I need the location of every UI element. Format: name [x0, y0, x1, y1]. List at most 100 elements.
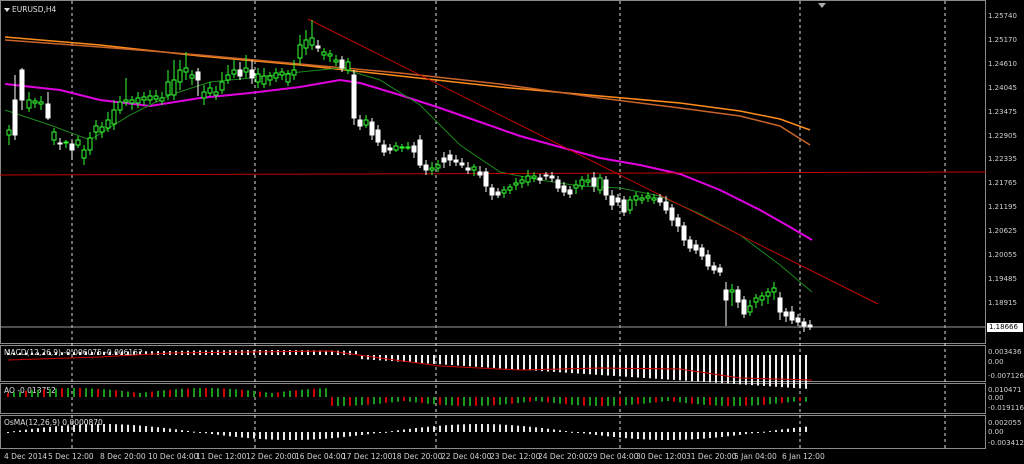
- osma-histogram-bar: [397, 430, 399, 432]
- ao-histogram-bar: [763, 397, 765, 405]
- macd-histogram-bar: [427, 355, 429, 364]
- ao-histogram-bar: [775, 397, 777, 404]
- macd-histogram-bar: [547, 355, 549, 372]
- ao-histogram-bar: [367, 397, 369, 405]
- ao-histogram-bar: [151, 391, 153, 397]
- macd-histogram-bar: [451, 355, 453, 366]
- candle-body: [32, 100, 38, 104]
- osma-histogram-bar: [625, 432, 627, 439]
- candle-body: [651, 197, 657, 201]
- ao-histogram-bar: [67, 388, 69, 397]
- ao-histogram-bar: [127, 391, 129, 397]
- ao-histogram-bar: [7, 393, 9, 397]
- macd-histogram-bar: [757, 355, 759, 386]
- osma-histogram-bar: [649, 432, 651, 440]
- ao-histogram-bar: [61, 388, 63, 397]
- candle-body: [441, 157, 447, 163]
- macd-histogram-bar: [253, 350, 255, 355]
- time-axis-label: 5 Dec 12:00: [48, 452, 94, 461]
- candle-body: [705, 254, 711, 267]
- osma-histogram-bar: [103, 424, 105, 432]
- osma-histogram-bar: [19, 430, 21, 432]
- ao-histogram-bar: [241, 389, 243, 397]
- osma-histogram-bar: [115, 424, 117, 432]
- time-axis-label: 16 Dec 04:00: [295, 452, 346, 461]
- bid-price-label: 1.18666: [987, 323, 1023, 332]
- osma-histogram-bar: [223, 432, 225, 436]
- time-axis[interactable]: 4 Dec 2014 5 Dec 12:00 8 Dec 20:00 10 Dec 0…: [0, 450, 986, 464]
- macd-scale-zero: 0.00: [988, 358, 1004, 366]
- osma-histogram-bar: [385, 431, 387, 433]
- candle-body: [663, 201, 669, 211]
- macd-histogram-bar: [577, 355, 579, 374]
- candle-body: [381, 144, 387, 153]
- macd-histogram-bar: [571, 355, 573, 374]
- osma-scale-zero: 0.00: [988, 428, 1004, 436]
- ao-histogram-bar: [673, 397, 675, 402]
- ao-histogram-bar: [481, 397, 483, 406]
- ao-histogram-bar: [109, 389, 111, 397]
- macd-histogram-bar: [397, 355, 399, 362]
- candle-body: [513, 182, 519, 186]
- osma-histogram-bar: [187, 430, 189, 432]
- candle-body: [63, 141, 69, 144]
- candle-body: [159, 97, 165, 102]
- candle-body: [147, 95, 153, 101]
- ao-histogram-bar: [667, 397, 669, 402]
- ao-histogram-bar: [379, 397, 381, 404]
- candle-body: [555, 179, 561, 189]
- price-scale-tick: 1.23475: [988, 107, 1017, 116]
- osma-histogram-bar: [139, 425, 141, 432]
- osma-histogram-bar: [91, 424, 93, 432]
- ao-histogram-bar: [607, 397, 609, 406]
- ao-histogram-bar: [235, 389, 237, 397]
- candle-body: [12, 99, 18, 136]
- macd-histogram-bar: [337, 350, 339, 355]
- candle-body: [201, 91, 207, 99]
- candle-body: [105, 119, 111, 129]
- osma-histogram-bar: [769, 430, 771, 432]
- candle-body: [531, 175, 537, 179]
- ao-histogram-bar: [727, 397, 729, 406]
- ao-histogram-bar: [163, 390, 165, 397]
- ao-histogram-bar: [319, 388, 321, 397]
- osma-histogram-bar: [541, 427, 543, 432]
- ao-histogram-bar: [529, 397, 531, 402]
- macd-histogram-bar: [691, 355, 693, 382]
- osma-histogram-bar: [295, 432, 297, 440]
- ao-histogram-bar: [631, 397, 633, 405]
- candle-body: [369, 121, 375, 136]
- ao-histogram-bar: [505, 397, 507, 405]
- ao-histogram-bar: [793, 397, 795, 402]
- candle-body: [615, 197, 621, 203]
- time-axis-label: 29 Dec 04:00: [588, 452, 639, 461]
- ao-histogram-bar: [439, 397, 441, 405]
- osma-histogram-bar: [199, 432, 201, 433]
- macd-histogram-bar: [349, 350, 351, 355]
- ao-histogram-bar: [331, 397, 333, 406]
- candle-body: [519, 179, 525, 184]
- candle-body: [177, 69, 183, 83]
- ao-histogram-bar: [805, 397, 807, 402]
- macd-histogram-bar: [523, 355, 525, 370]
- macd-histogram-bar: [271, 350, 273, 355]
- macd-histogram-bar: [403, 355, 405, 362]
- osma-histogram-bar: [175, 429, 177, 432]
- osma-histogram-bar: [55, 426, 57, 432]
- ao-histogram-bar: [85, 388, 87, 397]
- macd-histogram-bar: [505, 355, 507, 369]
- macd-histogram-bar: [781, 355, 783, 388]
- candle-body: [38, 101, 44, 105]
- candle-body: [171, 79, 177, 96]
- candle-body: [141, 96, 147, 101]
- candle-body: [723, 289, 729, 301]
- scroll-marker-icon[interactable]: [818, 3, 826, 8]
- osma-histogram-bar: [715, 432, 717, 438]
- chart-menu-icon[interactable]: [4, 8, 10, 12]
- macd-histogram-bar: [319, 350, 321, 355]
- macd-histogram-bar: [487, 355, 489, 368]
- macd-histogram-bar: [787, 355, 789, 388]
- osma-histogram-bar: [733, 432, 735, 436]
- macd-scale: 0.003436 0.00 -0.007126: [986, 345, 1024, 382]
- ao-histogram-bar: [199, 388, 201, 397]
